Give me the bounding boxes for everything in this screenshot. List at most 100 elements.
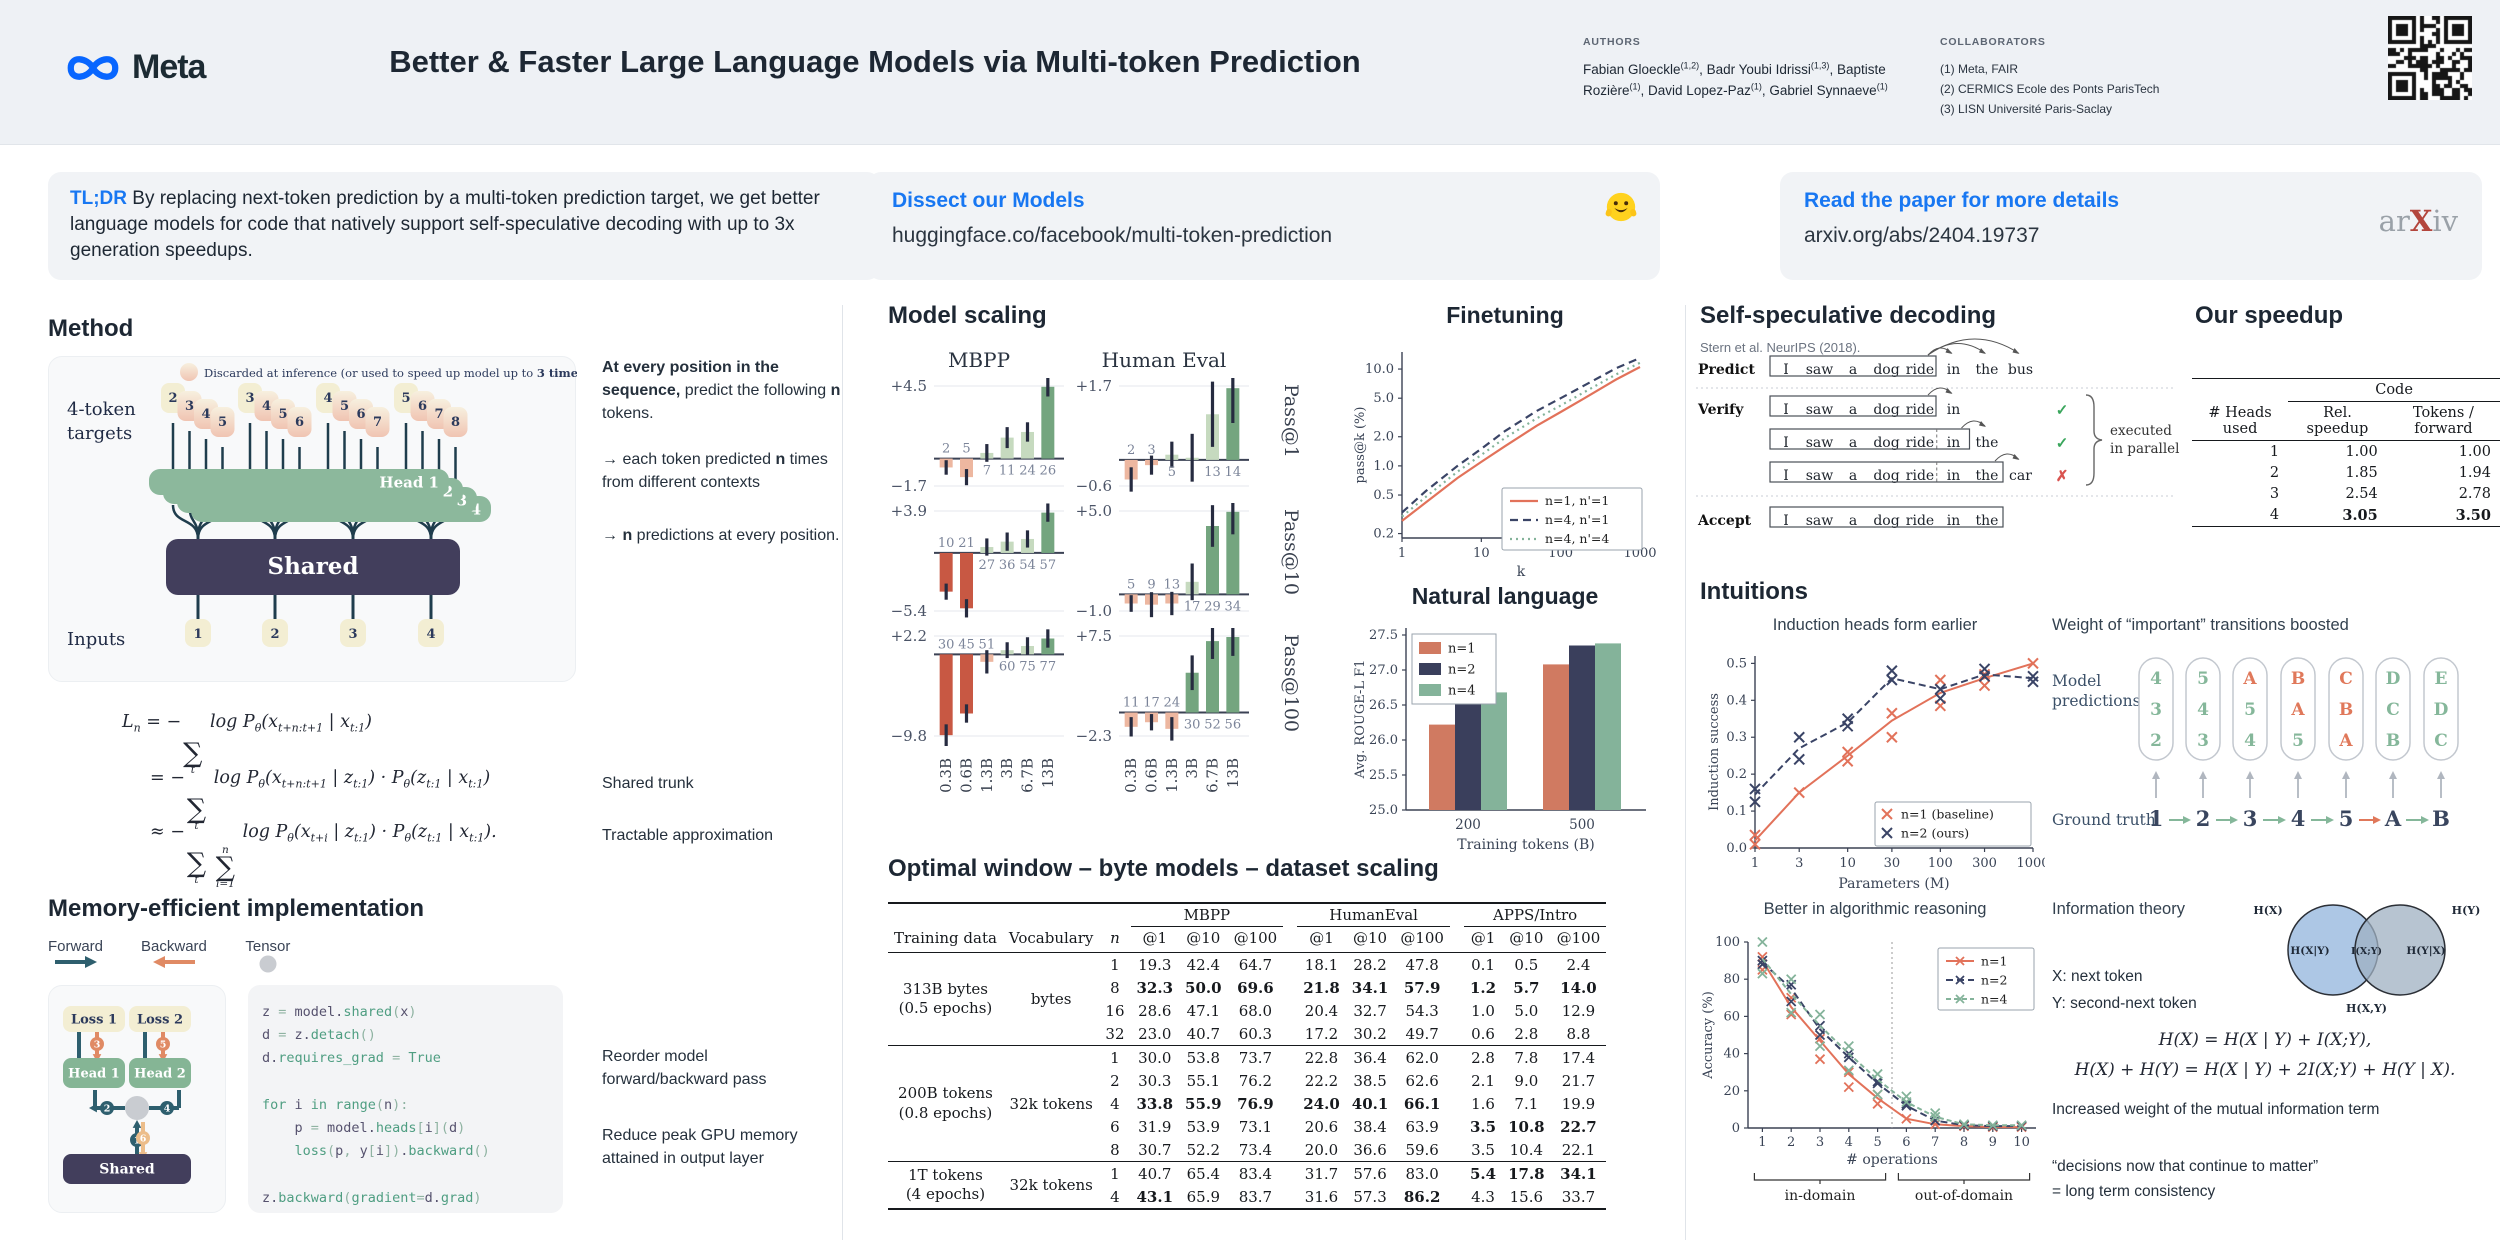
svg-text:60: 60 <box>1723 1009 1740 1024</box>
svg-text:n=1, n'=1: n=1, n'=1 <box>1545 493 1609 508</box>
svg-text:25.0: 25.0 <box>1369 803 1398 818</box>
shared-trunk-note: Shared trunk <box>602 775 694 792</box>
table-row: 1 1.00 1.00 <box>2269 443 2491 460</box>
reasoning-chart: 0 20 40 60 80 100 1 2 3 4 5 6 7 8 9 10 # operations Accur… <box>1701 935 2036 1204</box>
svg-text:6: 6 <box>295 415 304 430</box>
ms-row-title: Pass@1 <box>1280 384 1302 458</box>
models-url-link[interactable]: huggingface.co/facebook/multi-token-pred… <box>892 224 1333 247</box>
column-divider <box>842 305 843 1240</box>
svg-text:24: 24 <box>1019 464 1036 479</box>
loss-equation-3: ≈ − ∑ t n ∑ i=1 log Pθ(xt+i | zt:1) · Pθ(zt:… <box>150 822 497 890</box>
speedup-heading: Our speedup <box>2195 302 2344 329</box>
svg-text:−1.0: −1.0 <box>1076 602 1112 620</box>
svg-text:−9.8: −9.8 <box>891 727 927 745</box>
svg-text:H(Y|X): H(Y|X) <box>2406 945 2445 957</box>
svg-text:13B: 13B <box>1224 758 1242 788</box>
header: Meta Better & Faster Large Language Mode… <box>0 0 2500 145</box>
venn-diagram: H(X) H(Y) H(X|Y) I(X;Y) H(Y|X) H(X,Y) <box>2253 904 2480 1015</box>
svg-text:5: 5 <box>160 1040 167 1051</box>
ms-column-title: MBPP <box>947 348 1011 372</box>
svg-text:✗: ✗ <box>2056 467 2069 485</box>
legend-forward-arrow-icon: Forward <box>48 938 103 977</box>
svg-text:27.5: 27.5 <box>1369 628 1398 643</box>
paper-title: Read the paper for more details <box>1804 189 2120 212</box>
svg-text:the: the <box>1976 435 1999 451</box>
table-group-header: MBPP HumanEval APPS/Intro <box>888 903 1607 927</box>
svg-text:n=4: n=4 <box>1448 684 1476 699</box>
svg-text:in: in <box>1947 435 1961 451</box>
svg-text:Avg. ROUGE-L F1: Avg. ROUGE-L F1 <box>1353 660 1368 780</box>
y-definition: Y: second-next token <box>2052 995 2197 1012</box>
legend-tensor-icon: Tensor <box>245 938 291 977</box>
arxiv-logo: arXiv <box>2378 204 2458 238</box>
svg-text:45: 45 <box>958 637 975 652</box>
quote-line-2: = long term consistency <box>2052 1183 2216 1200</box>
ms-category-labels: 0.3B 0.6B 1.3B 3B 6.7B 13B <box>937 758 1057 793</box>
table-row: 8 32.3 50.0 69.6 21.8 34.1 57.9 1.2 5.7 14.0 <box>1110 978 1597 997</box>
ms-panel-MBPP-Pass@1: +4.5 −1.7 2 57 11 24 26 <box>891 378 1064 495</box>
svg-text:Ground truth: Ground truth <box>2052 811 2156 829</box>
svg-text:5: 5 <box>2244 700 2256 720</box>
method-note-2: → each token predicted n times from diff… <box>602 451 828 492</box>
author: David Lopez-Paz(1), <box>1648 81 1770 99</box>
svg-text:the: the <box>1976 513 1999 529</box>
speedup-span-header: Code <box>2192 378 2500 402</box>
svg-text:n=4, n'=1: n=4, n'=1 <box>1545 512 1609 527</box>
svg-text:B: B <box>2291 669 2305 689</box>
svg-text:13B: 13B <box>1039 758 1057 788</box>
svg-text:saw: saw <box>1806 513 1834 529</box>
svg-text:✓: ✓ <box>2056 401 2069 419</box>
svg-text:H(X): H(X) <box>2253 904 2282 917</box>
svg-text:−0.6: −0.6 <box>1076 477 1112 495</box>
svg-text:4: 4 <box>2150 669 2162 689</box>
svg-text:3: 3 <box>1795 856 1803 871</box>
svg-text:27: 27 <box>979 558 996 573</box>
svg-text:30: 30 <box>938 637 955 652</box>
svg-text:Model: Model <box>2052 672 2101 690</box>
svg-text:5: 5 <box>1168 465 1176 480</box>
svg-text:10: 10 <box>2013 1135 2030 1150</box>
svg-text:2.0: 2.0 <box>1373 430 1394 445</box>
svg-text:3: 3 <box>457 492 467 510</box>
svg-text:10: 10 <box>1473 546 1490 561</box>
svg-text:Head 1: Head 1 <box>68 1067 120 1082</box>
svg-text:in: in <box>1947 362 1961 378</box>
svg-text:saw: saw <box>1806 362 1834 378</box>
svg-text:5: 5 <box>340 399 349 414</box>
svg-text:51: 51 <box>979 637 996 652</box>
svg-text:B: B <box>2339 700 2353 720</box>
svg-text:executed: executed <box>2110 423 2172 439</box>
x-definition: X: next token <box>2052 968 2143 985</box>
svg-text:+2.2: +2.2 <box>891 628 927 645</box>
svg-text:C: C <box>2434 731 2448 751</box>
svg-text:−2.3: −2.3 <box>1076 727 1112 745</box>
qr-code <box>2388 16 2472 100</box>
svg-text:300: 300 <box>1972 856 1997 871</box>
svg-text:0.5: 0.5 <box>1726 656 1747 671</box>
collaborators-label: COLLABORATORS <box>1940 36 2046 48</box>
svg-text:80: 80 <box>1723 972 1740 987</box>
svg-text:52: 52 <box>1204 718 1221 733</box>
svg-text:1.3B: 1.3B <box>978 758 996 793</box>
meta-logo: Meta <box>64 48 206 87</box>
svg-text:24: 24 <box>1164 696 1181 711</box>
paper-url-link[interactable]: arxiv.org/abs/2404.19737 <box>1804 224 2040 247</box>
svg-text:5: 5 <box>401 391 410 406</box>
svg-text:8: 8 <box>1960 1135 1968 1150</box>
svg-text:3: 3 <box>2150 700 2162 720</box>
svg-text:Inputs: Inputs <box>67 629 125 650</box>
svg-text:6: 6 <box>140 1134 147 1145</box>
svg-text:n=1 (baseline): n=1 (baseline) <box>1901 807 1994 822</box>
svg-text:26: 26 <box>1040 464 1057 479</box>
authors-block: AUTHORS Fabian Gloeckle(1,2), Badr Youbi… <box>1583 34 1928 102</box>
svg-text:n=1: n=1 <box>1448 642 1476 657</box>
svg-text:2: 2 <box>1787 1135 1795 1150</box>
svg-text:n=4, n'=4: n=4, n'=4 <box>1545 531 1609 546</box>
svg-text:0.6B: 0.6B <box>1143 758 1161 793</box>
svg-text:D: D <box>2386 669 2401 689</box>
svg-text:0.0: 0.0 <box>1726 841 1747 856</box>
svg-text:7: 7 <box>434 407 443 422</box>
table-row: 313B bytes (0.5 epochs) bytes 1 19.3 42.4 64.7… <box>898 955 1591 1018</box>
